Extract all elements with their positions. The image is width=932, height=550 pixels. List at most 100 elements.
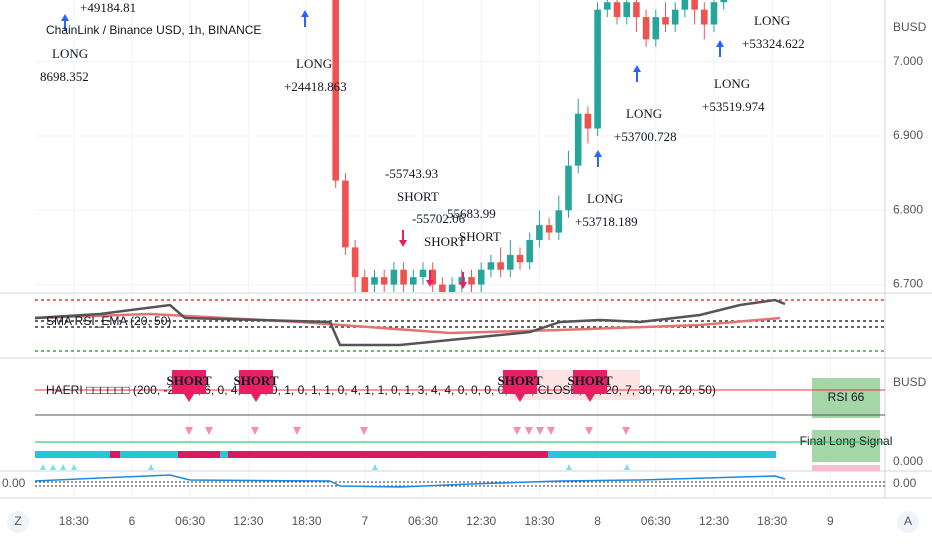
y-tick-label: 6.800 <box>893 202 923 216</box>
ema-line <box>34 312 781 335</box>
annotation: -55702.06 <box>412 211 466 226</box>
arrow <box>426 270 434 287</box>
candle-body <box>390 269 398 285</box>
candles <box>332 0 727 292</box>
candle-body <box>671 9 679 25</box>
rsi-line <box>34 298 786 347</box>
candle-body <box>487 262 495 270</box>
candle-body <box>429 269 436 285</box>
candle-body <box>332 0 339 181</box>
annotation: +24418.863 <box>284 79 347 94</box>
tag <box>239 370 273 402</box>
y-tick-label: 0.00 <box>2 476 26 490</box>
candle-body <box>410 277 417 285</box>
tag <box>503 370 537 402</box>
annotation: LONG <box>52 46 88 61</box>
candle-body <box>574 113 582 166</box>
strip <box>178 451 220 458</box>
candle-body <box>604 2 611 10</box>
x-tick-label: 12:30 <box>466 514 496 528</box>
candle-body <box>594 9 601 129</box>
arrow <box>594 150 602 167</box>
annotation: LONG <box>714 76 750 91</box>
x-tick-label: 7 <box>361 514 368 528</box>
rsi-pane: SMA RSI_EMA (20, 50) <box>34 298 885 352</box>
arrow <box>633 65 641 82</box>
y-unit: BUSD <box>893 20 927 34</box>
x-tick-label: 18:30 <box>292 514 322 528</box>
signal-pane: RSI 66 Final Long Signal HAERI □□□□□□ (2… <box>35 370 927 471</box>
strip <box>110 451 120 458</box>
annotation: +53519.974 <box>702 99 765 114</box>
candle-body <box>584 113 592 129</box>
arrow <box>61 14 69 31</box>
candle-body <box>439 284 446 292</box>
candle-body <box>361 277 369 292</box>
annotation: LONG <box>296 56 332 71</box>
triangles <box>185 427 630 435</box>
candle-body <box>565 165 572 211</box>
corner-button[interactable] <box>7 511 29 533</box>
candle-body <box>448 284 456 292</box>
candle-body <box>691 0 698 10</box>
tag-label: SHORT <box>166 373 211 388</box>
strip <box>548 451 776 458</box>
tags: SHORT SHORT SHORT SHORT <box>166 370 613 402</box>
candle-body <box>516 254 524 263</box>
candle-body <box>497 262 504 270</box>
x-tick-label: 12:30 <box>233 514 263 528</box>
annotation: 8698.352 <box>40 69 89 84</box>
triangles <box>40 464 630 470</box>
candle-body <box>633 2 640 18</box>
y-unit: BUSD <box>893 375 927 389</box>
tag <box>573 370 607 402</box>
candle-body <box>701 9 708 25</box>
x-tick-label: 06:30 <box>408 514 438 528</box>
time-axis: 18:30 6 06:30 12:30 18:30 7 06:30 12:30 18:30 8 06… <box>59 514 834 528</box>
corner-label[interactable]: A <box>904 514 912 528</box>
chart-title: ChainLink / Binance USD, 1h, BINANCE <box>46 23 261 37</box>
annotation: +53700.728 <box>614 129 677 144</box>
candle-body <box>507 254 514 270</box>
arrow <box>459 272 467 289</box>
y-tick-label: 0.00 <box>893 476 917 490</box>
annotation: SHORT <box>424 234 466 249</box>
annotations: +49184.81 LONG 8698.352 LONG +24418.863 -5574… <box>40 0 805 289</box>
corner-button[interactable] <box>897 511 919 533</box>
rsi-box-label: RSI 66 <box>828 390 865 404</box>
annotation: LONG <box>754 13 790 28</box>
annotation: +49184.81 <box>80 0 136 15</box>
annotation: LONG <box>626 106 662 121</box>
annotation: SHORT <box>459 229 501 244</box>
strip <box>35 451 110 458</box>
strip <box>228 451 548 458</box>
candle-body <box>342 180 349 248</box>
x-tick-label: 06:30 <box>641 514 671 528</box>
x-tick-label: 12:30 <box>699 514 729 528</box>
annotation: +53718.189 <box>575 214 638 229</box>
candle-body <box>545 225 553 233</box>
signal-box <box>812 465 880 471</box>
annotation: LONG <box>587 191 623 206</box>
candle-body <box>642 17 650 40</box>
tag-label: SHORT <box>233 373 278 388</box>
tag-label: SHORT <box>567 373 612 388</box>
osc-pane: 0.00 0.00 <box>2 474 917 490</box>
pane-label: SMA RSI_EMA (20, 50) <box>46 314 171 328</box>
corner-label[interactable]: Z <box>14 514 21 528</box>
arrow <box>716 40 724 57</box>
osc-line <box>34 474 786 488</box>
signal-box <box>812 430 880 462</box>
rsi-box <box>812 378 880 418</box>
strip <box>220 451 228 458</box>
x-tick-label: 8 <box>594 514 601 528</box>
candle-body <box>380 277 388 285</box>
candle-body <box>419 269 427 278</box>
annotation: 55683.99 <box>447 206 496 221</box>
candle-body <box>536 225 543 240</box>
x-tick-label: 6 <box>129 514 136 528</box>
candle-body <box>720 0 727 3</box>
arrow <box>301 10 309 27</box>
